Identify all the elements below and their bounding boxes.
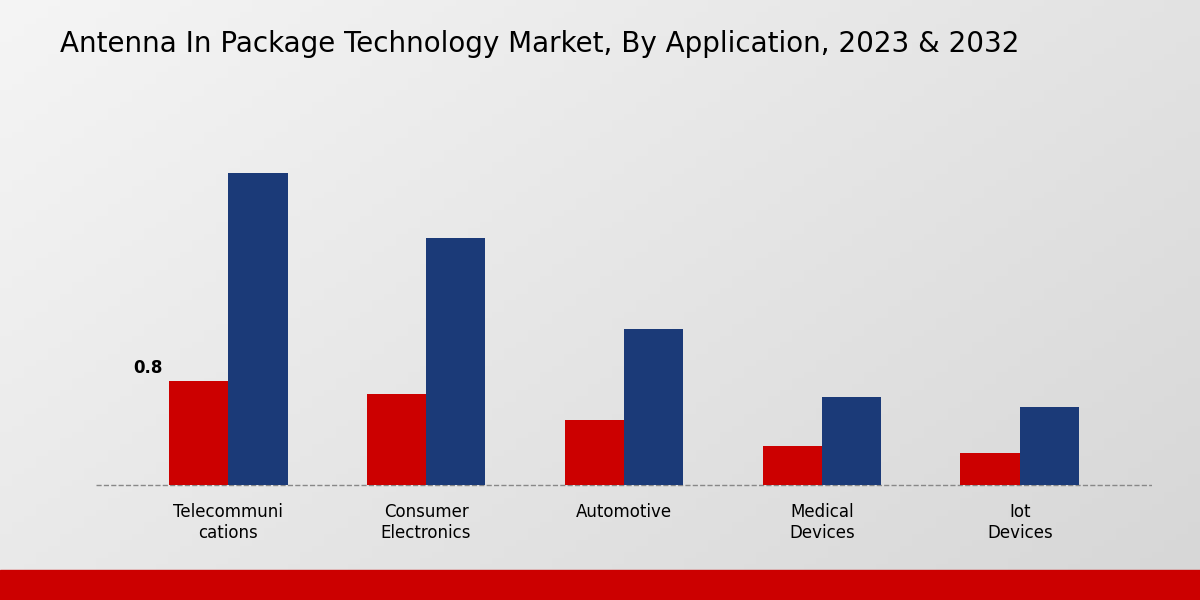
Bar bbox=[0, 570, 1200, 600]
Bar bbox=[426, 238, 486, 485]
Bar bbox=[1020, 407, 1079, 485]
Bar bbox=[367, 394, 426, 485]
Bar bbox=[169, 381, 228, 485]
Bar bbox=[565, 420, 624, 485]
Text: Antenna In Package Technology Market, By Application, 2023 & 2032: Antenna In Package Technology Market, By… bbox=[60, 30, 1019, 58]
Text: 0.8: 0.8 bbox=[133, 359, 163, 377]
Bar bbox=[624, 329, 683, 485]
Bar bbox=[228, 173, 288, 485]
Bar bbox=[960, 452, 1020, 485]
Bar bbox=[822, 397, 881, 485]
Bar bbox=[762, 446, 822, 485]
